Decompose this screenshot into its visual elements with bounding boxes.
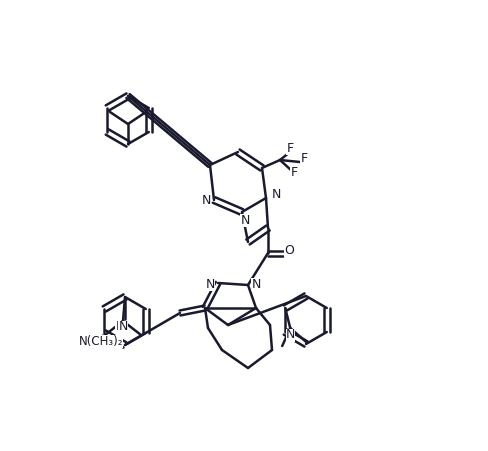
Text: F: F (286, 142, 294, 155)
Text: N: N (118, 321, 128, 333)
Text: N: N (251, 277, 261, 290)
Text: N: N (240, 213, 250, 226)
Text: F: F (301, 152, 307, 165)
Text: N: N (271, 189, 281, 202)
Text: N: N (285, 328, 295, 341)
Text: N(CH₃)₂: N(CH₃)₂ (79, 335, 123, 348)
Text: N: N (115, 321, 125, 333)
Text: N: N (205, 277, 215, 290)
Text: O: O (284, 244, 294, 257)
Text: N: N (202, 193, 211, 207)
Text: F: F (290, 166, 298, 179)
